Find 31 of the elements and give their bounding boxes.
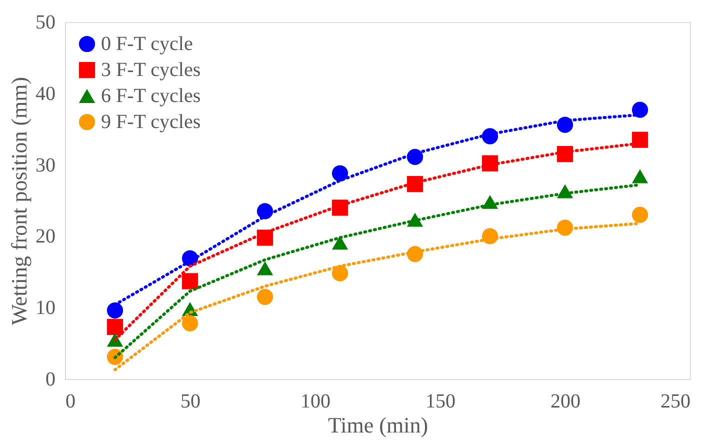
point [632, 132, 648, 148]
point [182, 273, 198, 290]
x-tick-label: 0 [66, 390, 76, 412]
point [332, 265, 348, 282]
legend-label: 9 F-T cycles [101, 111, 201, 133]
point [106, 302, 124, 318]
point [332, 165, 348, 182]
legend-label: 3 F-T cycles [101, 59, 201, 81]
x-tick-label: 150 [426, 390, 456, 412]
y-tick-label: 30 [36, 154, 56, 176]
y-tick-label: 0 [46, 368, 56, 390]
x-tick-label: 200 [550, 390, 580, 412]
point [632, 169, 648, 184]
y-tick-label: 10 [36, 297, 56, 320]
point [182, 315, 198, 332]
x-tick-label: 250 [660, 390, 690, 412]
x-tick-label: 50 [180, 390, 200, 412]
y-tick-label: 50 [36, 12, 56, 34]
y-tick-label: 20 [36, 226, 56, 248]
point [106, 318, 124, 335]
point [256, 261, 274, 276]
point [332, 236, 348, 250]
y-axis-title: Wetting front position (mm) [6, 76, 32, 326]
x-tick-label: 100 [300, 390, 330, 412]
legend-label: 0 F-T cycle [101, 33, 193, 55]
point [632, 206, 648, 223]
x-axis-title: Time (min) [328, 412, 428, 438]
legend-label: 6 F-T cycles [101, 85, 201, 107]
y-tick-label: 40 [36, 82, 56, 105]
point [632, 102, 648, 118]
point [256, 288, 274, 305]
